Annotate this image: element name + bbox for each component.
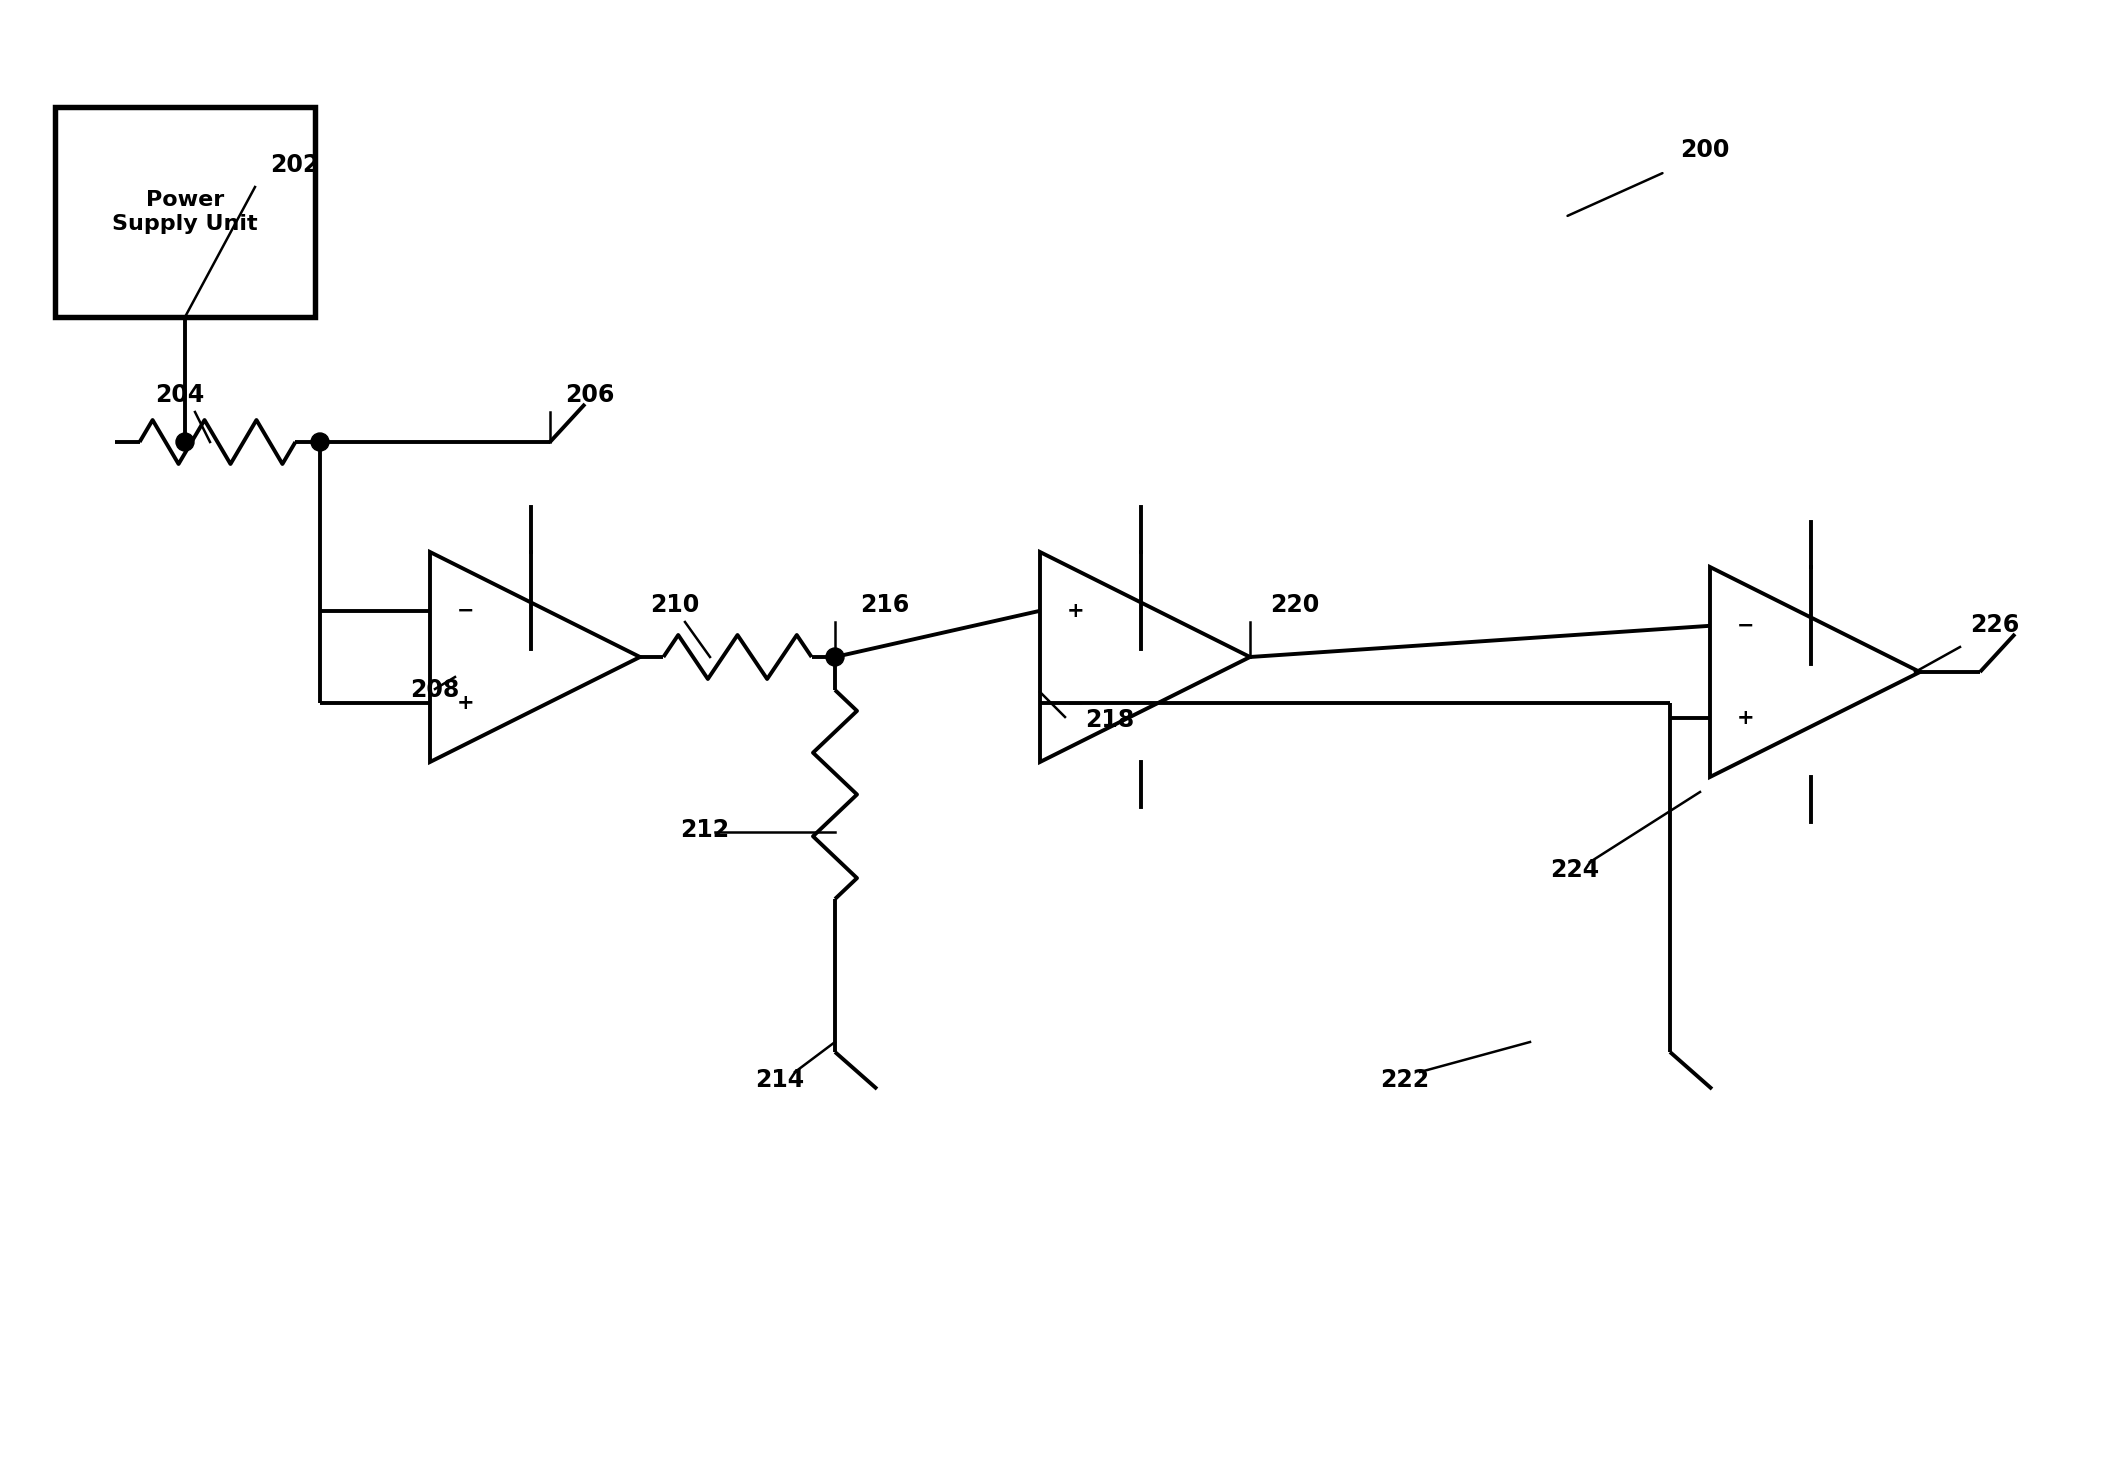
Text: 218: 218 bbox=[1084, 709, 1135, 732]
Text: 202: 202 bbox=[270, 153, 319, 178]
Circle shape bbox=[176, 433, 193, 450]
Text: 206: 206 bbox=[566, 383, 614, 406]
Text: 216: 216 bbox=[861, 593, 910, 618]
Text: 222: 222 bbox=[1380, 1068, 1429, 1091]
Text: 226: 226 bbox=[1971, 613, 2020, 637]
Text: 204: 204 bbox=[155, 383, 204, 406]
Circle shape bbox=[310, 433, 330, 450]
Text: +: + bbox=[1737, 709, 1754, 728]
FancyBboxPatch shape bbox=[55, 107, 315, 317]
Text: 210: 210 bbox=[651, 593, 699, 618]
Text: +: + bbox=[457, 694, 474, 713]
Text: Power
Supply Unit: Power Supply Unit bbox=[113, 191, 257, 233]
Text: 224: 224 bbox=[1550, 858, 1599, 882]
Circle shape bbox=[827, 648, 844, 666]
Text: 220: 220 bbox=[1269, 593, 1320, 618]
Text: −: − bbox=[1737, 616, 1754, 635]
Text: −: − bbox=[1067, 694, 1084, 713]
Text: 200: 200 bbox=[1680, 138, 1728, 161]
Text: 214: 214 bbox=[755, 1068, 804, 1091]
Text: −: − bbox=[457, 601, 474, 621]
Text: 208: 208 bbox=[410, 678, 459, 703]
Text: +: + bbox=[1067, 601, 1084, 621]
Text: 212: 212 bbox=[680, 819, 729, 842]
